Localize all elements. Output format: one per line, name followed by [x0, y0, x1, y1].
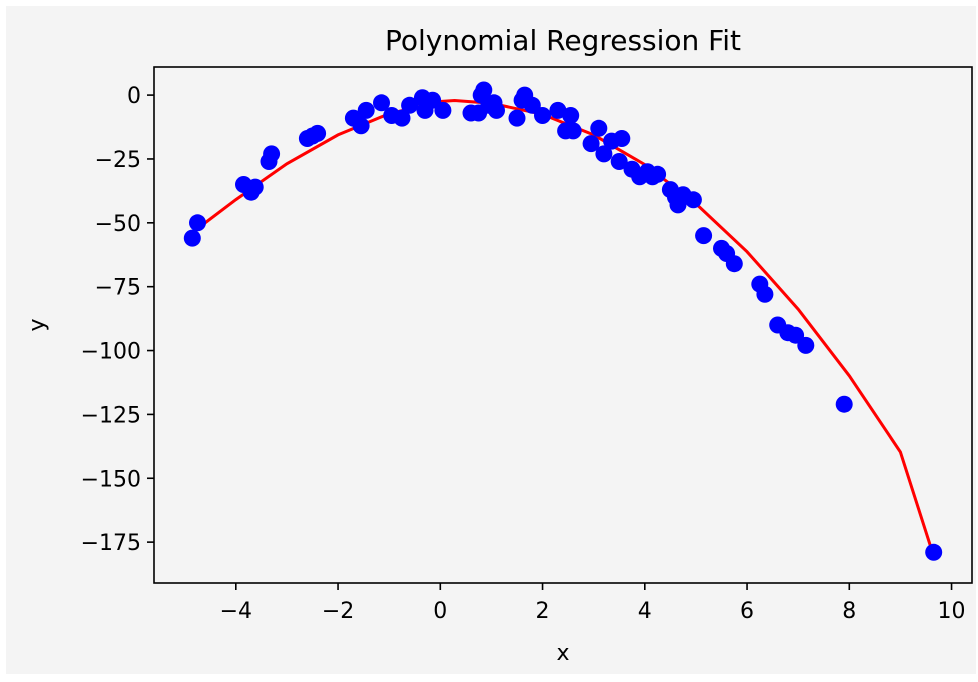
- y-tick-label: −125: [81, 403, 141, 428]
- data-point: (4.95, -41): [684, 191, 702, 209]
- data-point: (7.90, -121): [835, 395, 853, 413]
- y-tick-label: −50: [95, 212, 141, 237]
- y-axis-label: y: [25, 318, 50, 331]
- data-point: (3.10, -13): [590, 119, 608, 137]
- data-point: (2.60, -14): [564, 122, 582, 140]
- data-point: (−1.45, -6): [357, 101, 375, 119]
- x-tick-label: 0: [433, 599, 447, 624]
- data-point: (3.55, -17): [613, 130, 631, 147]
- data-point: (3.20, -23): [595, 145, 613, 163]
- chart-title: Polynomial Regression Fit: [385, 24, 741, 57]
- x-tick-label: 10: [938, 599, 966, 624]
- x-tick-label: 4: [638, 599, 652, 624]
- data-point: (−4.85, -56): [183, 229, 201, 247]
- y-tick-label: −150: [81, 467, 141, 492]
- data-point: (1.10, -6): [488, 101, 505, 119]
- data-point: (−3.62, -36): [246, 178, 264, 196]
- x-axis-label: x: [556, 641, 569, 666]
- data-point: (1.50, -9): [508, 109, 526, 127]
- x-axis-ticks: −4 −2 0 2 4 6 8 10: [220, 583, 966, 624]
- data-point: (9.65, -179): [925, 543, 943, 561]
- data-point: (−4.75, -50): [189, 214, 206, 232]
- data-point: (−3.30, -23): [263, 145, 281, 163]
- y-tick-label: 0: [127, 84, 141, 109]
- data-point: (6.35, -78): [756, 285, 774, 303]
- x-tick-label: 8: [842, 599, 856, 624]
- data-point: (5.15, -55): [695, 227, 713, 245]
- y-tick-label: −175: [81, 531, 141, 556]
- y-tick-label: −25: [95, 148, 141, 173]
- x-tick-label: 2: [536, 599, 550, 624]
- data-point: (2.95, -19): [582, 135, 600, 153]
- data-point: (−2.40, -15): [309, 124, 327, 142]
- scatter-points-layer: (−4.85, -56)(−4.75, -50)(−3.85, -35)(−3.…: [183, 81, 943, 561]
- data-point: (5.75, -66): [725, 255, 743, 273]
- data-point: (3.50, -26): [610, 153, 628, 170]
- y-tick-label: −100: [81, 340, 141, 365]
- data-point: (−0.60, -4): [401, 96, 419, 114]
- x-tick-label: −2: [322, 599, 354, 624]
- data-point: (2.30, -6): [549, 101, 567, 119]
- data-point: (−1.55, -12): [352, 117, 370, 135]
- data-point: (7.15, -98): [797, 336, 815, 354]
- x-tick-label: 6: [740, 599, 754, 624]
- plot-area-background: [154, 67, 972, 583]
- plot-area-frame: [153, 66, 973, 584]
- data-point: (2.55, -8): [562, 107, 580, 124]
- y-tick-label: −75: [95, 276, 141, 301]
- data-point: (−0.75, -9): [393, 109, 411, 127]
- data-point: (2.00, -8): [534, 107, 551, 124]
- data-point: (4.25, -31): [649, 165, 667, 183]
- data-point: (0.05, -6): [434, 101, 452, 119]
- data-point: (0.85, 2): [475, 81, 493, 99]
- data-point: (−1.15, -3): [373, 94, 390, 112]
- x-tick-label: −4: [220, 599, 252, 624]
- y-axis-ticks: 0 −25 −50 −75 −100 −125 −150 −175: [81, 84, 154, 556]
